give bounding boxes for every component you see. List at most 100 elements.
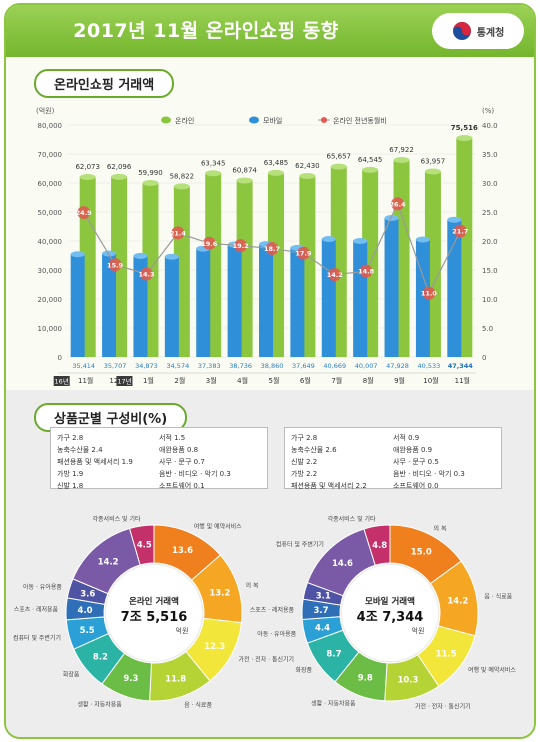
bar-mobile-top	[415, 236, 430, 243]
year-tag	[116, 376, 133, 386]
label-online: 58,822	[170, 172, 195, 180]
rate-label: 24.9	[76, 209, 93, 217]
donut-slice-name: 음 · 식료품	[184, 701, 212, 709]
small-category-row: 농축수산물 2.6 애완용품 0.9	[291, 444, 495, 456]
donut-slice-name: 의 복	[246, 581, 259, 589]
header-banner: 2017년 11월 온라인쇼핑 동향 통계청	[6, 5, 534, 57]
small-category-item: 신발 1.8	[57, 482, 84, 490]
y-tick-label: 60,000	[38, 180, 63, 188]
donut-slice-value: 9.3	[123, 674, 138, 684]
year-tag	[53, 376, 70, 386]
rate-point	[77, 206, 91, 220]
taegeuk-icon	[452, 22, 471, 40]
donut-slice-value: 14.2	[98, 557, 119, 567]
y-tick-label: 40,000	[38, 238, 63, 246]
donut-slice-name: 컴퓨터 및 주변기기	[276, 540, 324, 548]
year-tag-label: 17년	[117, 377, 131, 386]
bar-online-top	[393, 157, 410, 164]
legend-marker	[249, 116, 259, 124]
small-category-row: 가구 2.8 서적 1.5	[57, 432, 261, 444]
donut-chart-1: 4.5 각종서비스 및 기타 13.6 여행 및 예약서비스 13.2 의 복 12.3 가전…	[13, 515, 294, 709]
donut-slice-name: 가전 · 전자 · 통신기기	[238, 656, 294, 664]
bar-online-top	[111, 173, 128, 180]
y-tick-label: 80,000	[38, 122, 63, 130]
y-tick-label: 10,000	[38, 325, 63, 333]
small-categories-mobile: 가구 2.8 서적 0.9 농축수산물 2.6 애완용품 0.9 신발 2.2 사무 · …	[284, 427, 502, 492]
donut-slice-value: 4.8	[372, 541, 387, 551]
label-mobile: 34,574	[166, 362, 189, 370]
donut-slice-name: 각종서비스 및 기타	[328, 515, 376, 523]
label-online: 63,485	[264, 159, 289, 167]
donut-slice-value: 11.5	[436, 649, 457, 659]
bar-online-top	[79, 173, 96, 180]
y2-tick-label: 25.0	[482, 209, 498, 217]
donut-center	[106, 565, 202, 661]
rate-point	[265, 242, 279, 256]
legend-label: 온라인 전년동월비	[333, 116, 387, 125]
rate-point	[108, 258, 122, 272]
y-axis-unit: (억원)	[36, 106, 55, 115]
y2-tick-label: 20.0	[482, 238, 498, 246]
y-tick-label: 20,000	[38, 296, 63, 304]
bar-mobile	[227, 244, 242, 357]
rate-point	[234, 239, 248, 253]
label-online: 65,657	[327, 153, 352, 161]
year-tag-label: 16년	[55, 377, 69, 386]
x-tick-label: 1월	[143, 376, 154, 385]
small-category-row: 패션용품 및 액세서리 2.2 소프트웨어 0.0	[291, 480, 495, 492]
section-title-transactions: 온라인쇼핑 거래액	[34, 69, 175, 98]
rate-point	[359, 264, 373, 278]
small-category-item: 사무 · 문구 0.7	[159, 458, 205, 466]
donut-slice-name: 아동 · 유아용품	[23, 583, 62, 591]
label-mobile: 37,649	[292, 362, 315, 370]
rate-label: 19.2	[233, 242, 249, 250]
bar-mobile-top	[353, 237, 368, 244]
bar-mobile	[447, 219, 462, 357]
y2-tick-label: 15.0	[482, 267, 498, 275]
donut-slice-value: 3.1	[316, 592, 331, 602]
small-category-row: 신발 1.8 소프트웨어 0.1	[57, 480, 261, 492]
x-tick-label: 2월	[174, 376, 185, 385]
x-tick-label: 11월	[78, 376, 93, 385]
bar-mobile	[164, 256, 179, 357]
bar-online-top	[330, 163, 347, 170]
rate-label: 14.8	[358, 268, 375, 276]
donut-slice-value: 4.5	[137, 541, 152, 551]
donut-slice-value: 9.8	[358, 673, 373, 683]
donut-slice-name: 아동 · 유아용품	[257, 630, 296, 638]
small-category-item: 애완용품 0.8	[159, 446, 199, 454]
small-category-item: 패션용품 및 액세서리 1.9	[57, 458, 133, 466]
y-tick-label: 70,000	[38, 151, 63, 159]
small-category-item: 애완용품 0.9	[393, 446, 433, 454]
rate-label: 15.9	[107, 261, 124, 269]
y2-tick-label: 40.0	[482, 122, 498, 130]
rate-point	[171, 226, 185, 240]
bar-mobile	[102, 253, 117, 357]
y-tick-label: 50,000	[38, 209, 63, 217]
donut-slice-name: 각종서비스 및 기타	[93, 515, 141, 523]
y-tick-label: 0	[58, 354, 62, 362]
small-category-row: 가방 2.2 음반 · 비디오 · 악기 0.3	[291, 468, 495, 480]
label-online: 63,957	[421, 158, 446, 166]
small-category-item: 가구 2.8	[291, 434, 318, 442]
donut-center-title: 온라인 거래액	[129, 596, 179, 607]
legend-label: 온라인	[175, 116, 194, 125]
small-category-item: 농축수산물 2.4	[57, 446, 103, 454]
label-online: 64,545	[358, 156, 383, 164]
bar-mobile-top	[102, 250, 117, 257]
bar-mobile-top	[164, 253, 179, 260]
infographic-frame: 2017년 11월 온라인쇼핑 동향 통계청 온라인쇼핑 거래액 (억원) (%)…	[4, 3, 536, 739]
bar-mobile	[321, 239, 336, 357]
label-mobile: 47,928	[386, 362, 409, 370]
bar-mobile	[196, 248, 211, 357]
donut-slice-value: 3.7	[314, 606, 329, 616]
x-tick-label: 9월	[394, 376, 405, 385]
x-tick-label: 11월	[455, 376, 470, 385]
small-category-item: 서적 0.9	[393, 434, 420, 442]
bar-mobile	[353, 240, 368, 357]
donut-slice-value: 12.3	[204, 642, 225, 652]
rate-label: 11.0	[421, 290, 438, 298]
small-category-item: 사무 · 문구 0.5	[393, 458, 439, 466]
donut-slice-value: 4.4	[315, 624, 330, 634]
bar-online-top	[299, 172, 316, 179]
